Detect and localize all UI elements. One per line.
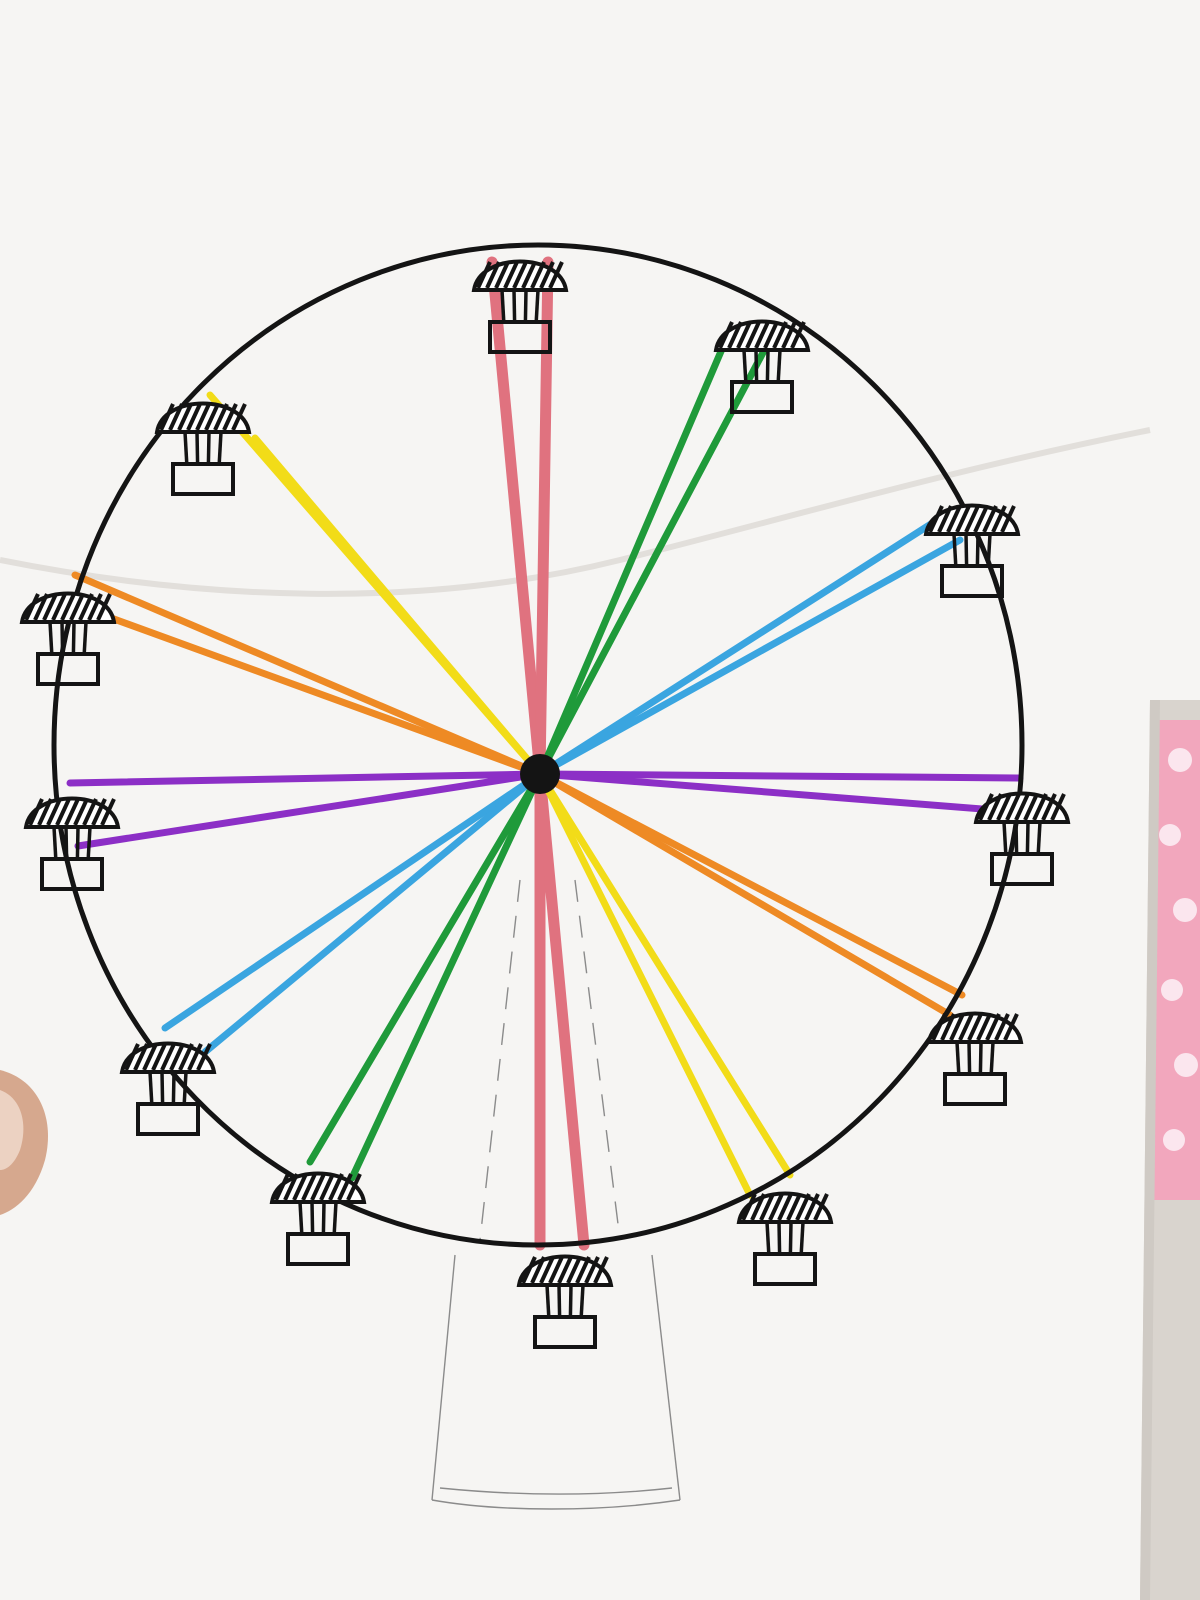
gondola [926, 1011, 1024, 1106]
gondola [736, 1191, 834, 1286]
spoke-blue [536, 536, 964, 778]
spoke-orange [536, 770, 954, 1019]
support-tower [431, 879, 681, 1510]
gondola [23, 796, 121, 891]
gondola [154, 401, 252, 496]
spoke-purple [536, 770, 1024, 816]
gondolas [19, 259, 1071, 1349]
gondola [19, 591, 117, 686]
gondola [269, 1171, 367, 1266]
spoke-blue [161, 770, 544, 1032]
spoke-purple [74, 770, 544, 850]
gondola [119, 1041, 217, 1136]
spoke-orange [66, 599, 544, 778]
spoke-green [536, 324, 780, 778]
gondola [471, 259, 569, 354]
spoke-yellow [251, 434, 544, 778]
spoke-green [306, 770, 544, 1166]
spoke-pink [534, 768, 590, 1251]
spoke-yellow [536, 770, 794, 1179]
spoke-blue [536, 511, 949, 778]
wheel-hub [520, 754, 560, 794]
paper-crease [0, 427, 1151, 597]
spoke-yellow [536, 770, 754, 1199]
spoke-green [348, 770, 544, 1182]
gondola [973, 791, 1071, 886]
gondola [516, 1254, 614, 1349]
spoke-blue [201, 770, 544, 1056]
spoke-orange [536, 770, 966, 999]
colored-spokes [66, 256, 1024, 1251]
spoke-pink [534, 256, 554, 780]
thumb-nail [0, 1090, 24, 1170]
spoke-purple [536, 770, 1024, 782]
cloth-dots [1159, 748, 1198, 1151]
wheel-rim [51, 242, 1025, 1248]
spoke-purple [66, 770, 544, 787]
spoke-pink [486, 256, 546, 780]
gondola [713, 319, 811, 414]
gondola [923, 503, 1021, 598]
spoke-green [536, 331, 732, 778]
spoke-orange [71, 571, 544, 778]
paper-shadow [1140, 700, 1160, 1600]
